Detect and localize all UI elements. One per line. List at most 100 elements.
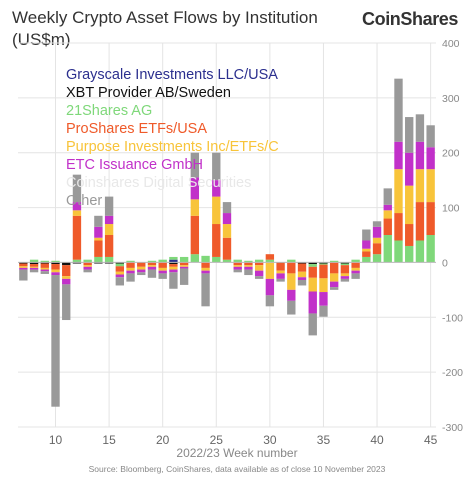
bar-segment [244, 262, 253, 266]
bar-segment [426, 125, 435, 148]
y-tick-label: -300 [442, 422, 463, 434]
bar-segment [115, 277, 125, 286]
bar-segment [287, 259, 296, 263]
bar-segment [40, 269, 49, 272]
x-tick-label: 35 [317, 433, 331, 447]
bar-segment [83, 262, 92, 266]
bar-segment [158, 259, 167, 263]
bar-segment [62, 262, 71, 266]
bar-segment [297, 262, 307, 264]
x-tick-label: 15 [102, 433, 116, 447]
x-tick-label: 40 [370, 433, 384, 447]
bar-segment [137, 266, 146, 270]
bar-segment [94, 256, 103, 263]
bar-segment [287, 289, 296, 301]
bar-segment [233, 262, 242, 266]
bar-segment [19, 263, 28, 267]
bar-segment [383, 210, 392, 219]
bar-segment [115, 274, 125, 278]
bar-segment [201, 267, 210, 271]
bar-segment [190, 177, 200, 200]
bar-segment [72, 215, 82, 260]
bar-segment [405, 185, 414, 225]
bar-segment [265, 278, 275, 296]
bar-segment [297, 263, 307, 272]
bar-segment [233, 266, 242, 270]
x-tick-label: 25 [210, 433, 224, 447]
bar-segment [137, 272, 146, 276]
bar-segment [147, 260, 157, 263]
bar-segment [83, 269, 92, 273]
bar-segment [394, 169, 403, 214]
bar-segment [329, 260, 339, 263]
bar-segment [297, 277, 307, 280]
bar-segment [137, 269, 146, 273]
bar-segment [201, 262, 210, 268]
bar-segment [104, 262, 114, 264]
bar-segment [405, 245, 414, 263]
bar-segment [383, 218, 392, 235]
bar-segment [190, 152, 200, 178]
bar-segment [126, 273, 135, 282]
bar-segment [383, 235, 392, 263]
bar-segment [308, 262, 317, 265]
bar-segment [51, 275, 60, 407]
bar-segment [372, 254, 382, 263]
bar-segment [169, 269, 178, 273]
bar-segment [169, 266, 178, 270]
bar-segment [362, 251, 371, 257]
bar-segment [222, 259, 232, 263]
bar-segment [190, 199, 200, 216]
bar-segment [426, 235, 435, 263]
bar-segment [222, 237, 232, 260]
bar-segment [372, 243, 382, 255]
bar-segment [319, 264, 328, 279]
bar-segment [51, 262, 60, 265]
bar-segment [415, 114, 425, 142]
x-tick-label: 10 [49, 433, 63, 447]
bar-segment [287, 262, 296, 274]
bar-segment [104, 215, 114, 225]
bar-segment [372, 226, 382, 238]
bar-segment [212, 152, 221, 181]
bar-segment [351, 270, 360, 274]
bar-segment [351, 262, 360, 268]
bar-segment [415, 169, 425, 203]
bar-segment [51, 269, 60, 273]
bar-segment [83, 266, 92, 270]
bar-segment [62, 284, 71, 321]
bar-segment [308, 266, 317, 278]
bar-segment [147, 266, 157, 270]
bar-segment [426, 169, 435, 203]
bar-segment [51, 264, 60, 270]
y-tick-label: -200 [442, 367, 463, 379]
bar-segment [426, 202, 435, 235]
source-note: Source: Bloomberg, CoinShares, data avai… [88, 464, 386, 474]
bar-segment [126, 267, 135, 271]
bar-segment [115, 262, 125, 264]
bar-segment [72, 262, 82, 264]
bar-segment [137, 262, 146, 267]
x-axis-label: Week number [223, 446, 298, 460]
bar-segment [212, 196, 221, 225]
bar-segment [169, 264, 178, 267]
bar-segment [319, 305, 328, 317]
bar-segment [394, 240, 403, 263]
bar-segment [179, 266, 189, 269]
bar-segment [40, 263, 49, 268]
bar-segment [254, 262, 264, 266]
bar-segment [362, 229, 371, 241]
bar-segment [415, 202, 425, 241]
bar-segment [405, 152, 414, 186]
bar-segment [319, 262, 328, 264]
bar-segment [126, 260, 135, 263]
bar-segment [394, 213, 403, 241]
bar-segment [72, 174, 82, 203]
bar-segment [405, 117, 414, 153]
bar-segment [308, 277, 317, 292]
bar-segment [287, 300, 296, 315]
bar-segment [115, 271, 125, 275]
bar-segment [83, 259, 92, 263]
bar-segment [329, 273, 339, 282]
bar-segment [147, 269, 157, 278]
